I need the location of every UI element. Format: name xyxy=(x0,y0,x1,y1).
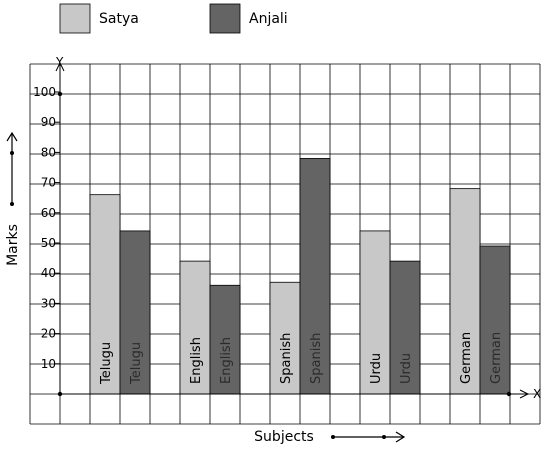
y-tick-label: 60 xyxy=(41,206,56,220)
bar-anjali-urdu xyxy=(389,260,421,395)
y-direction-dot xyxy=(10,151,14,155)
bar-anjali-english xyxy=(209,284,241,395)
x-axis-title: Subjects xyxy=(254,429,314,445)
y-tick-label: 90 xyxy=(41,115,56,129)
x-axis-arrow-icon xyxy=(519,389,530,399)
y-axis-arrow-icon xyxy=(55,61,65,72)
y-axis-title: Marks xyxy=(5,224,21,266)
legend-swatch-anjali xyxy=(209,3,241,34)
y-tick-label: 100 xyxy=(33,85,56,99)
legend-label-satya: Satya xyxy=(99,11,139,27)
bar-satya-spanish xyxy=(269,281,301,395)
bar-category-label: Telugu xyxy=(99,342,114,385)
y-tick-label: 20 xyxy=(41,327,56,341)
y-tick-label: 70 xyxy=(41,176,56,190)
x-direction-dot xyxy=(382,435,386,439)
y-tick-label: 40 xyxy=(41,266,56,280)
bar-category-label: German xyxy=(489,332,504,384)
bar-category-label: English xyxy=(189,337,204,384)
bar-anjali-german xyxy=(479,245,511,395)
y-tick-label: 10 xyxy=(41,357,56,371)
y-tick-label: 30 xyxy=(41,296,56,310)
bar-satya-urdu xyxy=(359,230,391,395)
y-tick-label: 80 xyxy=(41,145,56,159)
x-axis-letter: X xyxy=(533,387,541,401)
y-tick-label: 50 xyxy=(41,236,56,250)
bar-category-label: Urdu xyxy=(399,353,414,384)
y-direction-arrowhead-icon xyxy=(6,131,18,142)
legend-swatch-satya xyxy=(59,3,91,34)
bar-anjali-spanish xyxy=(299,158,331,395)
bar-category-label: Spanish xyxy=(309,333,324,384)
axes: 10 20 30 40 50 60 70 80 90 100 xyxy=(6,61,530,443)
x-direction-dot xyxy=(331,435,335,439)
bar-category-label: English xyxy=(219,337,234,384)
legend: Satya Anjali xyxy=(59,3,288,34)
legend-label-anjali: Anjali xyxy=(249,11,288,27)
bar-category-label: Urdu xyxy=(369,353,384,384)
y-axis-letter: Y xyxy=(55,55,64,69)
bar-satya-telugu xyxy=(89,194,121,395)
bar-anjali-telugu xyxy=(119,230,151,395)
y-direction-dot xyxy=(10,202,14,206)
bar-satya-english xyxy=(179,260,211,395)
bar-category-label: Spanish xyxy=(279,333,294,384)
x-direction-arrowhead-icon xyxy=(395,431,406,443)
origin-dot xyxy=(57,391,63,397)
bar-category-label: Telugu xyxy=(129,342,144,385)
y-axis-end-dot xyxy=(57,91,63,97)
axis-titles: Marks Subjects X Y xyxy=(5,55,541,445)
bar-category-label: German xyxy=(459,332,474,384)
x-axis-end-dot xyxy=(506,391,512,397)
bars: Telugu Telugu English English Spanish Spanish… xyxy=(89,158,511,395)
bar-satya-german xyxy=(449,188,481,395)
